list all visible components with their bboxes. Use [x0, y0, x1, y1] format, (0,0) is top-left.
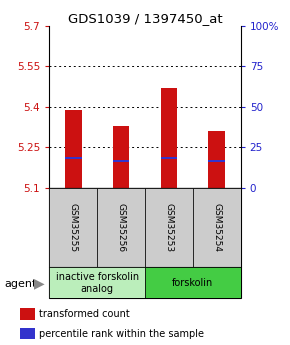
Text: GSM35253: GSM35253	[164, 203, 173, 252]
Text: agent: agent	[4, 279, 37, 288]
Bar	[49, 188, 97, 267]
Bar	[113, 160, 129, 162]
Bar	[209, 160, 225, 162]
Bar	[65, 110, 81, 188]
Text: ▶: ▶	[34, 277, 44, 290]
Text: GSM35256: GSM35256	[117, 203, 126, 252]
Text: GSM35255: GSM35255	[69, 203, 78, 252]
Bar	[193, 188, 241, 267]
Text: GSM35254: GSM35254	[212, 203, 221, 252]
Text: GDS1039 / 1397450_at: GDS1039 / 1397450_at	[68, 12, 222, 25]
Bar	[161, 157, 177, 159]
Bar	[49, 267, 145, 298]
Text: forskolin: forskolin	[172, 278, 213, 288]
Bar	[145, 267, 241, 298]
Bar	[113, 126, 129, 188]
Bar	[97, 188, 145, 267]
Bar	[20, 328, 35, 339]
Text: percentile rank within the sample: percentile rank within the sample	[39, 328, 204, 338]
Text: inactive forskolin
analog: inactive forskolin analog	[56, 272, 139, 294]
Bar	[161, 88, 177, 188]
Bar	[65, 157, 81, 159]
Bar	[209, 131, 225, 188]
Text: transformed count: transformed count	[39, 309, 130, 319]
Bar	[20, 308, 35, 320]
Bar	[145, 188, 193, 267]
